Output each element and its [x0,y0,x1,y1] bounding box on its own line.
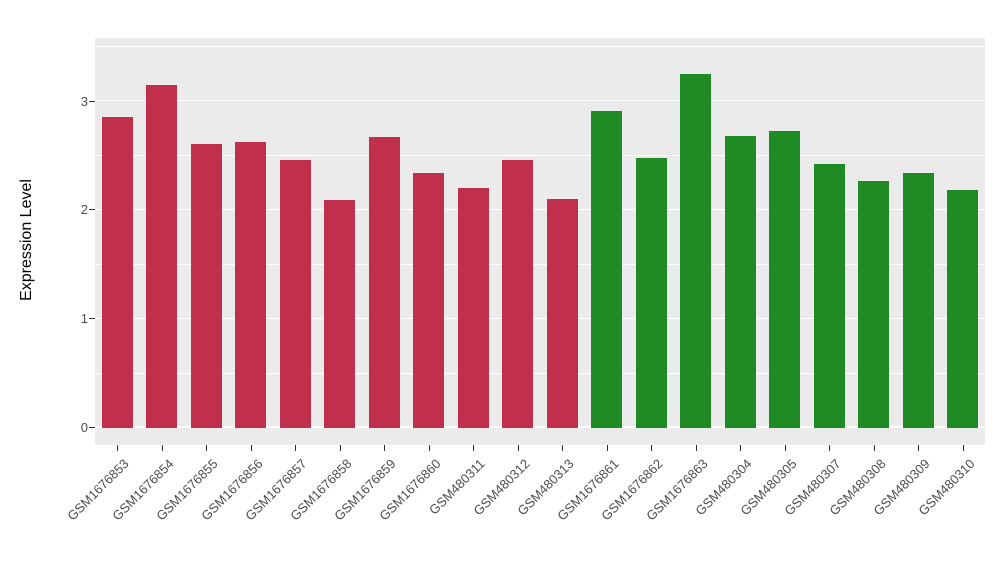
x-tick-mark [606,445,608,451]
gridline-minor [95,46,985,47]
x-tick-mark [784,445,786,451]
bar-GSM480305 [769,130,801,428]
y-axis-title: Expression Level [18,179,35,301]
x-tick-mark [829,445,831,451]
bar-GSM480313 [546,199,578,428]
bar-GSM480308 [858,180,890,428]
gridline-minor [95,372,985,374]
y-tick-label: 3 [80,93,88,109]
x-tick-mark [161,445,163,451]
bar-GSM1676860 [413,172,445,428]
bar-GSM1676857 [279,159,311,428]
gridline-major [95,99,985,102]
bar-GSM1676855 [190,143,222,428]
bar-GSM480309 [902,172,934,428]
x-tick-mark [295,445,297,451]
bar-GSM480312 [502,159,534,428]
bar-GSM480304 [724,135,756,428]
bar-GSM1676862 [635,157,667,428]
bar-GSM1676854 [146,84,178,428]
y-tick-label: 1 [80,311,88,327]
x-tick-mark [250,445,252,451]
x-tick-mark [962,445,964,451]
bar-GSM1676853 [101,117,133,428]
y-tick-mark [89,427,95,429]
gridline-major [95,208,985,210]
gridline-major [95,426,985,428]
x-tick-mark [651,445,653,451]
x-tick-mark [695,445,697,451]
x-tick-mark [384,445,386,451]
bar-GSM480307 [813,164,845,428]
gridline-minor [95,263,985,265]
x-tick-mark [740,445,742,451]
y-tick-label: 0 [80,420,88,436]
gridline-minor [95,154,985,156]
bar-GSM1676856 [235,142,267,428]
x-tick-mark [517,445,519,451]
x-tick-mark [873,445,875,451]
x-tick-mark [339,445,341,451]
y-tick-mark [89,318,95,320]
bar-GSM480311 [457,188,489,428]
gridline-major [95,317,985,319]
x-tick-mark [918,445,920,451]
x-tick-mark [428,445,430,451]
y-tick-mark [89,100,95,102]
bar-GSM1676863 [680,73,712,428]
bar-GSM1676858 [324,200,356,428]
x-tick-mark [473,445,475,451]
y-tick-mark [89,209,95,211]
bar-GSM1676861 [591,110,623,428]
x-tick-mark [562,445,564,451]
bar-GSM480310 [947,190,979,428]
x-tick-mark [206,445,208,451]
bar-GSM1676859 [368,137,400,428]
y-tick-label: 2 [80,202,88,218]
plot-panel [95,38,985,445]
x-tick-mark [117,445,119,451]
